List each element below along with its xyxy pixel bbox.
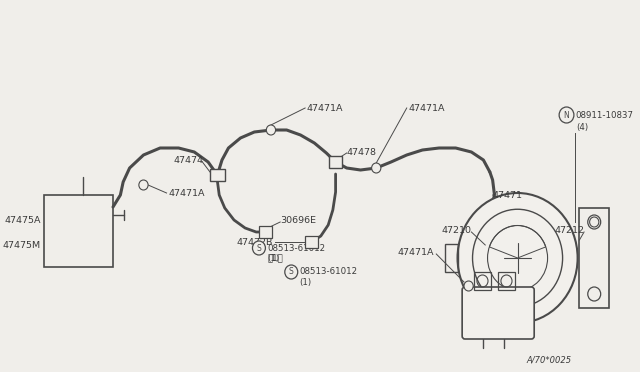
Circle shape: [458, 193, 578, 323]
Circle shape: [266, 125, 276, 135]
Text: 08513-61012: 08513-61012: [268, 244, 325, 253]
Bar: [498, 272, 515, 290]
FancyBboxPatch shape: [462, 287, 534, 339]
Text: 47471: 47471: [493, 190, 523, 199]
Text: (1): (1): [268, 253, 280, 263]
Bar: [305, 236, 318, 248]
Bar: [445, 244, 458, 272]
Text: 47212: 47212: [554, 225, 584, 234]
Text: 08911-10837: 08911-10837: [576, 110, 634, 119]
Circle shape: [589, 217, 599, 227]
Bar: [44, 195, 113, 267]
Text: 47471A: 47471A: [398, 247, 435, 257]
Text: 47475M: 47475M: [3, 241, 41, 250]
Text: 、1）: 、1）: [268, 253, 283, 263]
Circle shape: [559, 107, 574, 123]
Bar: [329, 156, 342, 168]
Text: 08513-61012: 08513-61012: [300, 267, 358, 276]
Text: A/70*0025: A/70*0025: [527, 356, 572, 365]
Circle shape: [464, 281, 473, 291]
Circle shape: [372, 163, 381, 173]
Text: 30696E: 30696E: [280, 215, 316, 224]
Text: (1): (1): [300, 279, 312, 288]
Bar: [259, 226, 272, 238]
Circle shape: [252, 241, 266, 255]
Text: 47210: 47210: [442, 225, 472, 234]
Text: 47471A: 47471A: [408, 103, 445, 112]
Bar: [474, 272, 491, 290]
Text: S: S: [257, 244, 261, 253]
Circle shape: [285, 265, 298, 279]
Text: S: S: [289, 267, 294, 276]
Text: N: N: [564, 110, 570, 119]
Text: 47475A: 47475A: [4, 215, 41, 224]
Text: 47474: 47474: [173, 155, 204, 164]
Text: (4): (4): [576, 122, 588, 131]
Text: 47472B: 47472B: [236, 237, 273, 247]
Bar: [579, 208, 609, 308]
Circle shape: [139, 180, 148, 190]
Text: 47478: 47478: [347, 148, 377, 157]
Text: 47471A: 47471A: [168, 189, 205, 198]
Text: 47471A: 47471A: [307, 103, 344, 112]
Bar: [210, 169, 225, 181]
